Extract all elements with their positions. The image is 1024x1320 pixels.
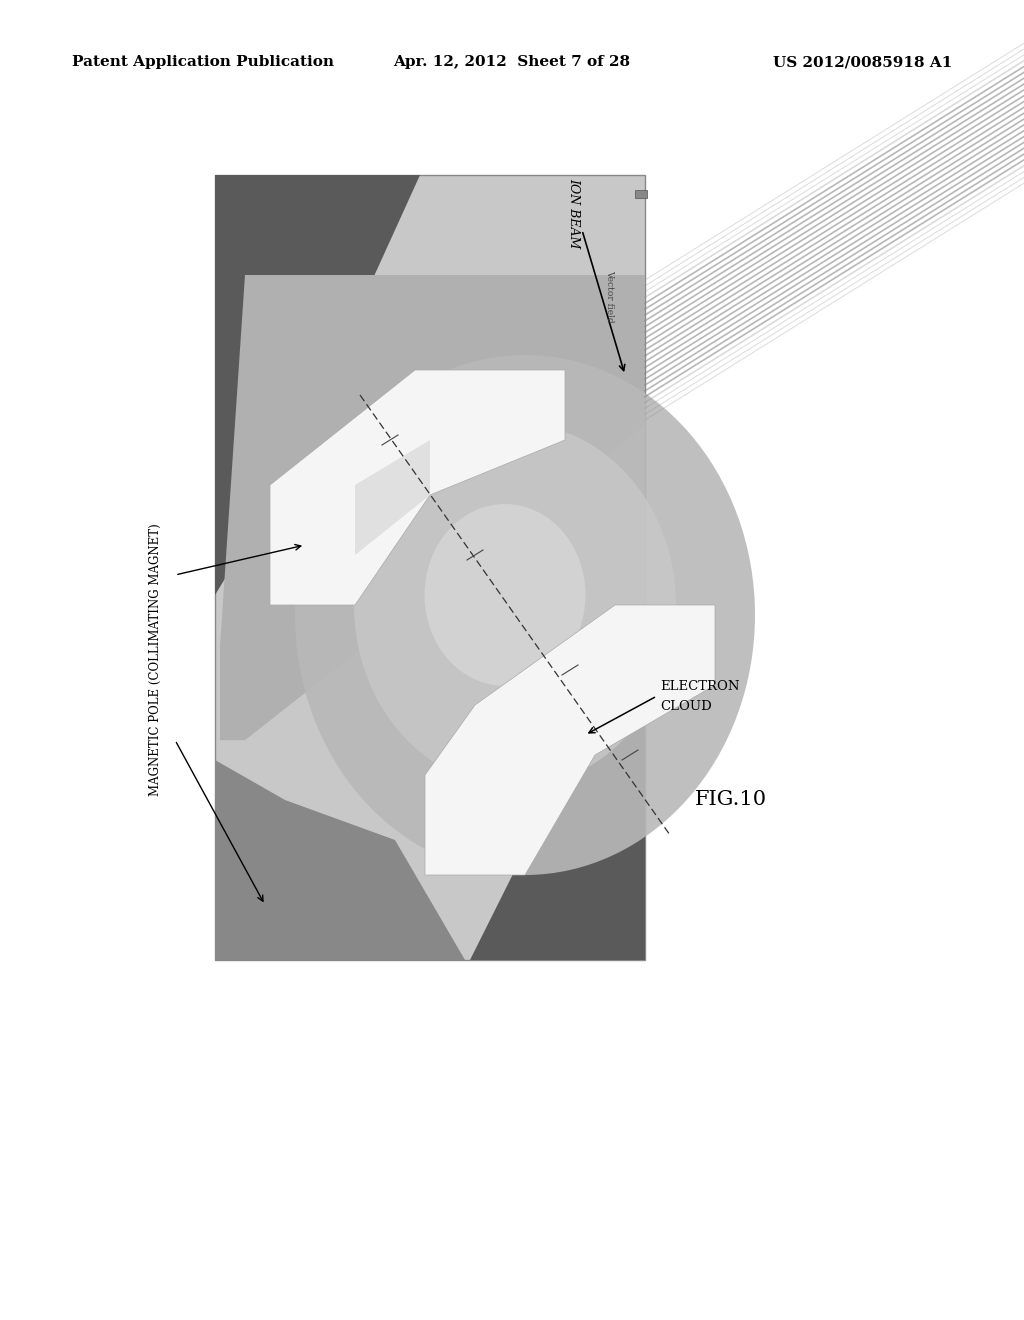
Bar [215,176,645,960]
Text: FIG.10: FIG.10 [695,789,767,809]
Text: Apr. 12, 2012  Sheet 7 of 28: Apr. 12, 2012 Sheet 7 of 28 [393,55,631,69]
Ellipse shape [425,504,586,686]
Ellipse shape [354,422,676,787]
Polygon shape [215,176,420,595]
Text: MAGNETIC POLE (COLLIMATING MAGNET): MAGNETIC POLE (COLLIMATING MAGNET) [148,524,162,796]
Text: US 2012/0085918 A1: US 2012/0085918 A1 [773,55,952,69]
Text: Vector field: Vector field [605,271,614,322]
Polygon shape [355,440,430,554]
Text: Patent Application Publication: Patent Application Publication [72,55,334,69]
Polygon shape [215,760,465,960]
Text: CLOUD: CLOUD [660,700,712,713]
Text: ION BEAM: ION BEAM [567,178,580,248]
Polygon shape [270,370,565,605]
Bar [635,190,647,198]
Ellipse shape [295,355,755,875]
Polygon shape [470,601,645,960]
Polygon shape [220,275,645,741]
Text: ELECTRON: ELECTRON [660,680,739,693]
Polygon shape [425,605,715,875]
